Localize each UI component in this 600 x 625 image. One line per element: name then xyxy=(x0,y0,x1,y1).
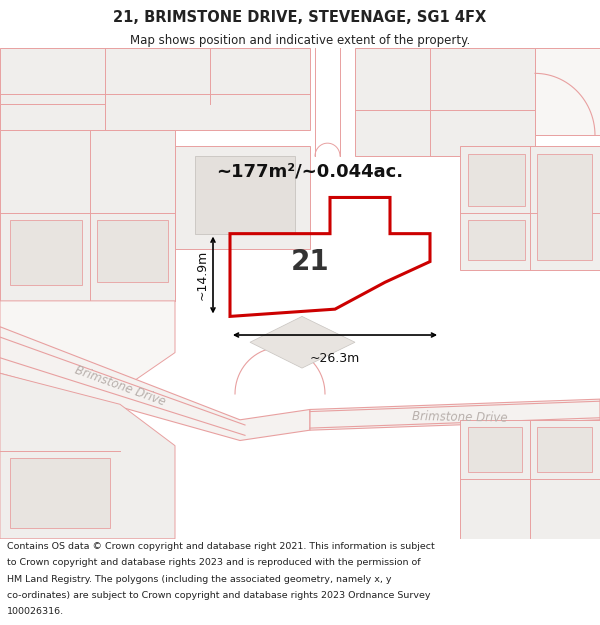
Text: Brimstone Drive: Brimstone Drive xyxy=(412,411,508,425)
Text: 100026316.: 100026316. xyxy=(7,607,64,616)
Text: Map shows position and indicative extent of the property.: Map shows position and indicative extent… xyxy=(130,34,470,48)
Polygon shape xyxy=(0,104,105,130)
Polygon shape xyxy=(460,420,600,539)
Text: to Crown copyright and database rights 2023 and is reproduced with the permissio: to Crown copyright and database rights 2… xyxy=(7,558,421,568)
Polygon shape xyxy=(175,146,310,249)
Polygon shape xyxy=(468,154,525,206)
Text: Contains OS data © Crown copyright and database right 2021. This information is : Contains OS data © Crown copyright and d… xyxy=(7,542,435,551)
Polygon shape xyxy=(0,327,310,441)
Polygon shape xyxy=(0,301,175,404)
Text: HM Land Registry. The polygons (including the associated geometry, namely x, y: HM Land Registry. The polygons (includin… xyxy=(7,574,392,584)
Polygon shape xyxy=(460,146,600,270)
Text: ~26.3m: ~26.3m xyxy=(310,351,360,364)
Text: 21, BRIMSTONE DRIVE, STEVENAGE, SG1 4FX: 21, BRIMSTONE DRIVE, STEVENAGE, SG1 4FX xyxy=(113,9,487,24)
Polygon shape xyxy=(310,399,600,430)
Polygon shape xyxy=(537,427,592,471)
Polygon shape xyxy=(195,156,295,234)
Polygon shape xyxy=(0,373,175,539)
Polygon shape xyxy=(355,48,535,156)
Text: ~177m²/~0.044ac.: ~177m²/~0.044ac. xyxy=(217,162,404,181)
Text: 21: 21 xyxy=(290,248,329,276)
Text: ~14.9m: ~14.9m xyxy=(196,250,209,300)
Text: co-ordinates) are subject to Crown copyright and database rights 2023 Ordnance S: co-ordinates) are subject to Crown copyr… xyxy=(7,591,431,600)
Text: Brimstone Drive: Brimstone Drive xyxy=(73,363,167,408)
Polygon shape xyxy=(97,220,168,282)
Polygon shape xyxy=(250,316,355,368)
Polygon shape xyxy=(468,220,525,259)
Polygon shape xyxy=(535,48,600,136)
Polygon shape xyxy=(0,48,310,130)
Polygon shape xyxy=(537,154,592,259)
Polygon shape xyxy=(10,220,82,286)
Polygon shape xyxy=(468,427,522,471)
Polygon shape xyxy=(0,130,175,301)
Polygon shape xyxy=(10,458,110,528)
